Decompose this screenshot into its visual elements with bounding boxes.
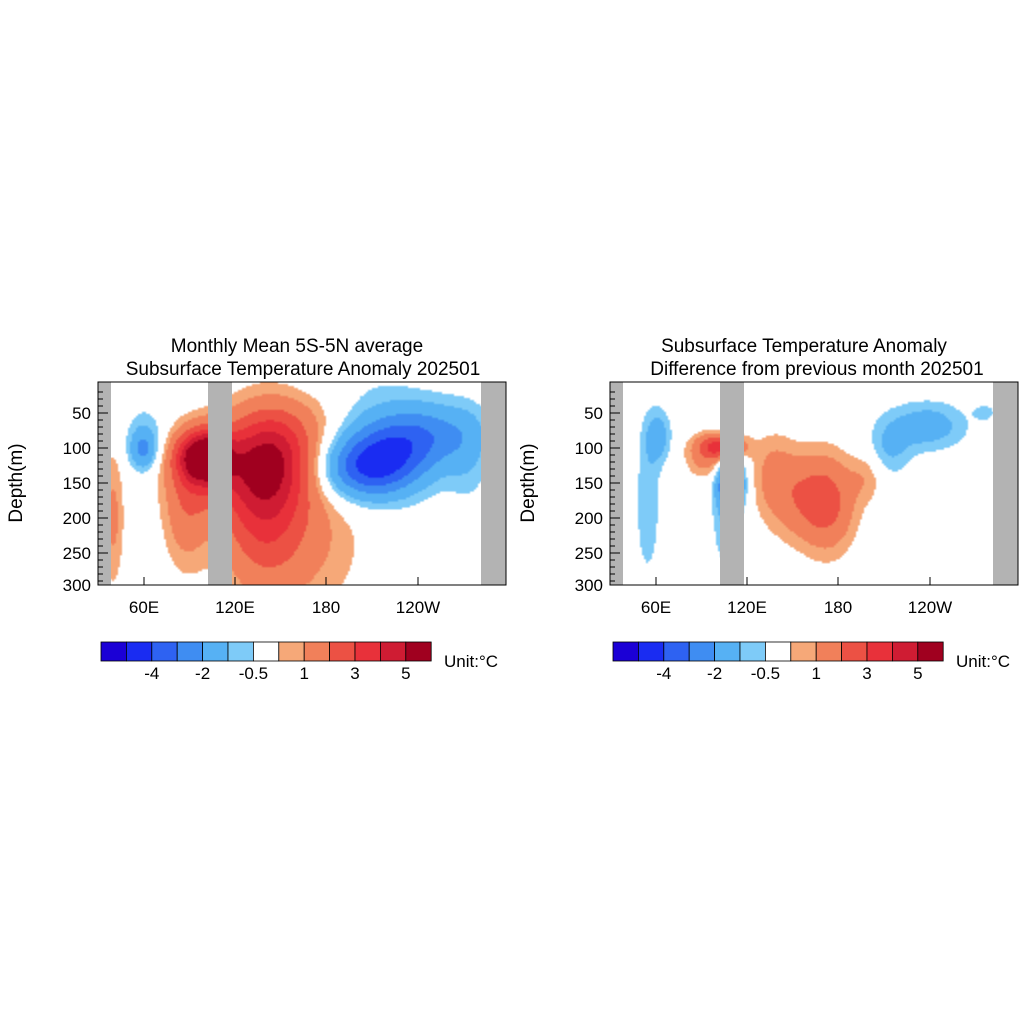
plot-area xyxy=(609,381,1019,586)
colorbar-swatch xyxy=(151,641,178,662)
colorbar xyxy=(612,641,944,662)
colorbar-swatch xyxy=(866,641,893,662)
colorbar-swatch xyxy=(714,641,741,662)
colorbar-swatch xyxy=(892,641,919,662)
colorbar-swatch xyxy=(354,641,381,662)
colorbar-label: -0.5 xyxy=(239,664,268,683)
x-ticks xyxy=(655,577,931,585)
x-tick-label: 120W xyxy=(908,598,952,617)
y-axis-label: Depth(m) xyxy=(6,443,27,522)
colorbar-label: -0.5 xyxy=(751,664,780,683)
y-tick-label: 200 xyxy=(63,509,91,528)
colorbar-swatch xyxy=(202,641,229,662)
colorbar-swatch xyxy=(303,641,331,662)
colorbar-label: 1 xyxy=(811,664,820,683)
y-tick-label: 100 xyxy=(575,439,603,458)
colorbar-swatch xyxy=(841,641,868,662)
chart-title-line1: Monthly Mean 5S-5N average xyxy=(171,336,423,357)
x-tick-label: 120E xyxy=(215,598,255,617)
colorbar-label: 3 xyxy=(350,664,359,683)
colorbar-label: -4 xyxy=(144,664,159,683)
colorbar-swatch xyxy=(739,641,766,662)
colorbar-swatch xyxy=(765,641,792,662)
land-mask-americas xyxy=(993,382,1018,585)
colorbar-swatch xyxy=(176,641,203,662)
y-major-ticks xyxy=(98,412,108,586)
y-tick-label: 100 xyxy=(63,439,91,458)
colorbar-swatch xyxy=(688,641,716,662)
colorbar-label: 5 xyxy=(913,664,922,683)
x-tick-label: 60E xyxy=(129,598,159,617)
chart-panel-right: Subsurface Temperature Anomaly Differenc… xyxy=(518,336,1019,683)
colorbar-swatch xyxy=(815,641,843,662)
colorbar-swatch xyxy=(126,641,153,662)
x-tick-label: 120W xyxy=(396,598,440,617)
y-tick-label: 250 xyxy=(575,544,603,563)
y-tick-label: 50 xyxy=(584,404,603,423)
land-mask-maritime-continent xyxy=(720,382,744,585)
colorbar-label: -2 xyxy=(195,664,210,683)
y-tick-label: 150 xyxy=(63,474,91,493)
colorbar-label: -2 xyxy=(707,664,722,683)
colorbar-swatch xyxy=(405,641,432,662)
colorbar-label: 1 xyxy=(299,664,308,683)
land-mask-maritime-continent xyxy=(208,382,232,585)
x-tick-label: 180 xyxy=(312,598,340,617)
chart-title-line1: Subsurface Temperature Anomaly xyxy=(661,336,947,357)
y-major-ticks xyxy=(610,412,620,586)
colorbar-swatch xyxy=(379,641,407,662)
unit-label: Unit:°C xyxy=(956,652,1010,671)
colorbar-swatch xyxy=(917,641,944,662)
chart-title-line2: Subsurface Temperature Anomaly 202501 xyxy=(126,359,481,380)
x-tick-label: 120E xyxy=(727,598,767,617)
colorbar-swatch xyxy=(227,641,254,662)
plot-area xyxy=(97,381,507,586)
colorbar-swatch xyxy=(278,641,305,662)
colorbar-label: 5 xyxy=(401,664,410,683)
colorbar-swatch xyxy=(790,641,817,662)
chart-panel-left: Monthly Mean 5S-5N average Subsurface Te… xyxy=(6,336,507,683)
land-mask-americas xyxy=(481,382,506,585)
y-tick-label: 50 xyxy=(72,404,91,423)
y-minor-ticks xyxy=(98,391,103,582)
colorbar-label: 3 xyxy=(862,664,871,683)
x-tick-label: 180 xyxy=(824,598,852,617)
colorbar-swatch xyxy=(329,641,356,662)
y-tick-label: 200 xyxy=(575,509,603,528)
y-tick-label: 300 xyxy=(63,576,91,595)
colorbar-swatch xyxy=(100,641,127,662)
colorbar-label: -4 xyxy=(656,664,671,683)
x-ticks xyxy=(143,577,419,585)
chart-title-line2: Difference from previous month 202501 xyxy=(650,359,983,380)
y-tick-label: 300 xyxy=(575,576,603,595)
colorbar xyxy=(100,641,432,662)
colorbar-swatch xyxy=(663,641,690,662)
anomaly-field xyxy=(98,382,506,585)
unit-label: Unit:°C xyxy=(444,652,498,671)
x-tick-label: 60E xyxy=(641,598,671,617)
y-tick-label: 250 xyxy=(63,544,91,563)
colorbar-swatch xyxy=(638,641,665,662)
y-axis-label: Depth(m) xyxy=(518,443,539,522)
anomaly-field xyxy=(610,382,1018,585)
colorbar-swatch xyxy=(252,641,280,662)
y-minor-ticks xyxy=(610,391,615,582)
y-tick-label: 150 xyxy=(575,474,603,493)
colorbar-swatch xyxy=(612,641,639,662)
